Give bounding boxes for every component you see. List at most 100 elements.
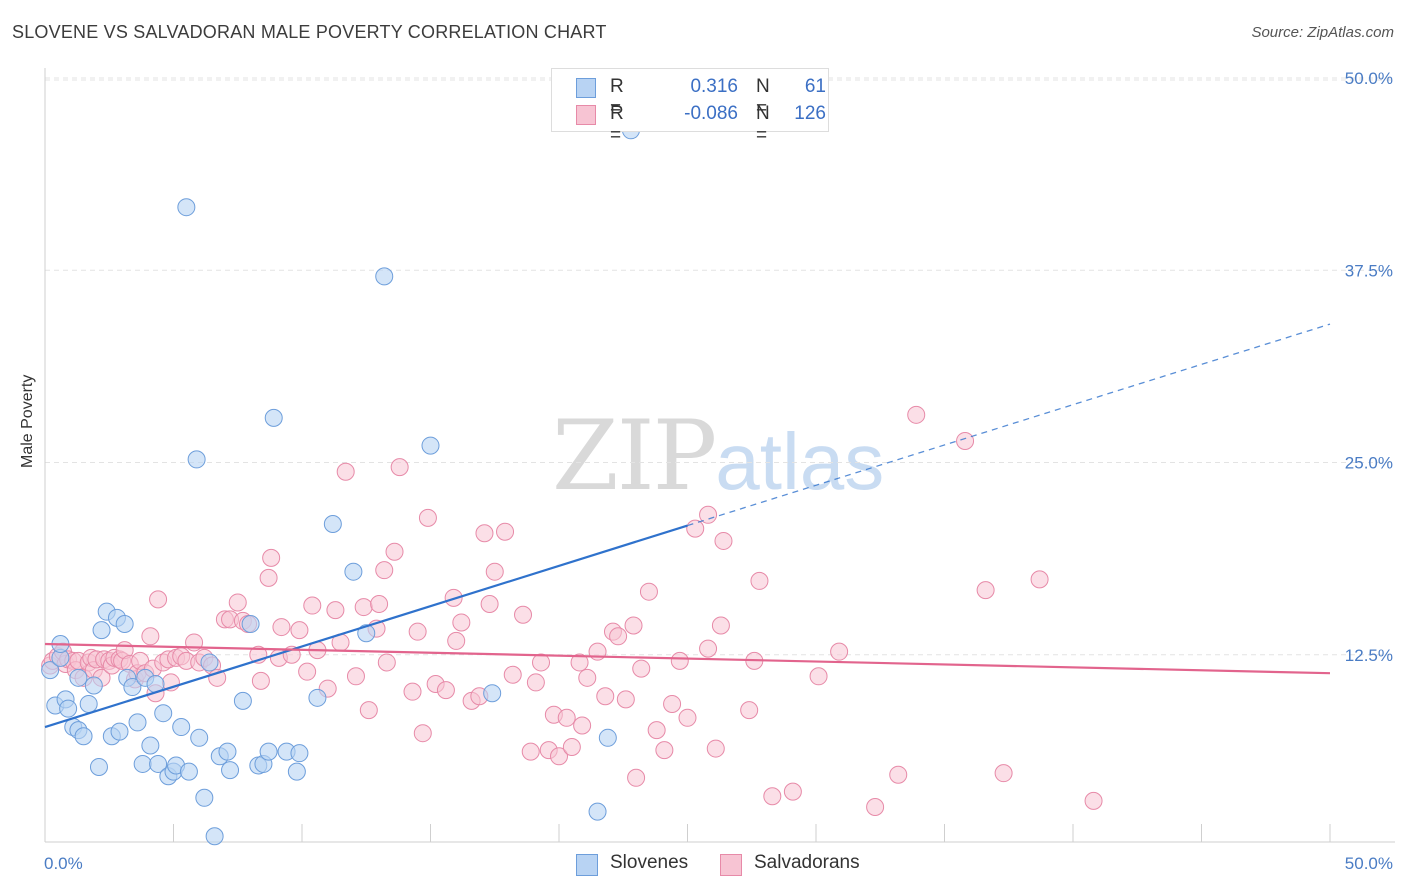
slovene-point — [84, 676, 103, 695]
salvadoran-point — [390, 458, 409, 477]
slovene-point — [205, 827, 224, 846]
legend-r-label: R = — [610, 103, 624, 146]
salvadoran-point — [866, 798, 885, 817]
y-tick-label: 12.5% — [1345, 646, 1393, 665]
slovene-point — [154, 704, 173, 723]
legend-n-value: 126 — [794, 103, 826, 124]
chart-title: SLOVENE VS SALVADORAN MALE POVERTY CORRE… — [12, 22, 607, 42]
salvadoran-point — [336, 462, 355, 481]
salvadoran-point — [639, 582, 658, 601]
watermark-zip: ZIP — [552, 400, 717, 512]
slovene-point — [218, 742, 237, 761]
salvadoran-point — [375, 561, 394, 580]
slovene-trend-extension — [687, 323, 1331, 527]
slovene-point — [323, 515, 342, 534]
salvadoran-point — [370, 594, 389, 613]
slovene-point — [344, 562, 363, 581]
source-label: Source: ZipAtlas.com — [1251, 24, 1394, 41]
salvadoran-point — [532, 653, 551, 672]
salvadoran-point — [290, 621, 309, 640]
slovene-point — [483, 684, 502, 703]
salvadoran-point — [359, 701, 378, 720]
salvadoran-point — [418, 508, 437, 527]
salvadoran-point — [526, 673, 545, 692]
slovene-point — [92, 621, 111, 640]
slovene-point — [115, 614, 134, 633]
salvadoran-point — [616, 690, 635, 709]
salvadoran-point — [763, 787, 782, 806]
salvadoran-point — [956, 431, 975, 450]
salvadoran-point — [976, 581, 995, 600]
slovene-point — [172, 718, 191, 737]
salvadoran-point — [272, 618, 291, 637]
salvadoran-point — [609, 627, 628, 646]
salvadoran-point — [385, 542, 404, 561]
slovene-point — [259, 742, 278, 761]
slovene-point — [141, 736, 160, 755]
salvadoran-point — [303, 596, 322, 615]
salvadoran-point — [632, 659, 651, 678]
salvadoran-point — [346, 667, 365, 686]
salvadoran-point — [809, 667, 828, 686]
salvadoran-point — [706, 739, 725, 758]
salvadoran-point — [496, 522, 515, 541]
slovene-point — [290, 744, 309, 763]
series-legend: Slovenes Salvadorans — [0, 852, 1406, 876]
slovene-point — [190, 728, 209, 747]
salvadoran-point — [514, 605, 533, 624]
salvadoran-point — [686, 519, 705, 538]
legend-text-salvadorans: Salvadorans — [754, 852, 860, 873]
y-tick-label: 37.5% — [1345, 261, 1393, 280]
slovene-point — [233, 691, 252, 710]
salvadoran-trend-line — [44, 642, 1331, 675]
salvadoran-point — [557, 708, 576, 727]
salvadoran-point — [627, 768, 646, 787]
salvadoran-point — [573, 716, 592, 735]
y-axis-label: Male Poverty — [19, 374, 36, 468]
salvadoran-point — [714, 531, 733, 550]
salvadoran-point — [408, 622, 427, 641]
slovene-point — [149, 754, 168, 773]
salvadoran-point — [670, 651, 689, 670]
salvadoran-point — [403, 682, 422, 701]
salvadoran-point — [647, 721, 666, 740]
legend-r-label: R = — [610, 76, 624, 119]
legend-n-label: N = — [756, 76, 770, 119]
salvadoran-point — [475, 524, 494, 543]
salvadoran-point — [699, 505, 718, 524]
x-tick-label: 0.0% — [44, 854, 83, 873]
legend-r-value: 0.316 — [690, 76, 738, 97]
slovene-point — [41, 661, 60, 680]
salvadoran-point — [521, 742, 540, 761]
salvadoran-point — [436, 681, 455, 700]
slovene-point — [264, 408, 283, 427]
slovene-point — [308, 688, 327, 707]
legend-n-label: N = — [756, 103, 770, 146]
salvadoran-point — [740, 701, 759, 720]
salvadoran-point — [570, 653, 589, 672]
legend-swatch-slovenes — [576, 78, 596, 98]
slovene-point — [241, 614, 260, 633]
slovene-point — [123, 678, 142, 697]
legend-swatch-slovenes — [576, 854, 598, 876]
slovene-point — [187, 450, 206, 469]
salvadoran-point — [141, 627, 160, 646]
salvadoran-point — [699, 639, 718, 658]
legend-swatch-salvadorans — [576, 105, 596, 125]
slovene-point — [598, 728, 617, 747]
watermark-atlas: atlas — [715, 417, 885, 506]
legend-n-value: 61 — [804, 76, 826, 97]
salvadoran-point — [503, 665, 522, 684]
correlation-legend: R = 0.316 N = 61 R = -0.086 N = 126 — [551, 68, 829, 146]
legend-swatch-salvadorans — [720, 854, 742, 876]
slovene-trend-line — [44, 524, 688, 729]
salvadoran-point — [354, 598, 373, 617]
slovene-point — [110, 722, 129, 741]
slovene-point — [357, 624, 376, 643]
salvadoran-point — [251, 671, 270, 690]
x-tick-label: 50.0% — [1345, 854, 1393, 873]
salvadoran-point — [994, 764, 1013, 783]
salvadoran-point — [550, 747, 568, 766]
legend-text-slovenes: Slovenes — [610, 852, 689, 873]
